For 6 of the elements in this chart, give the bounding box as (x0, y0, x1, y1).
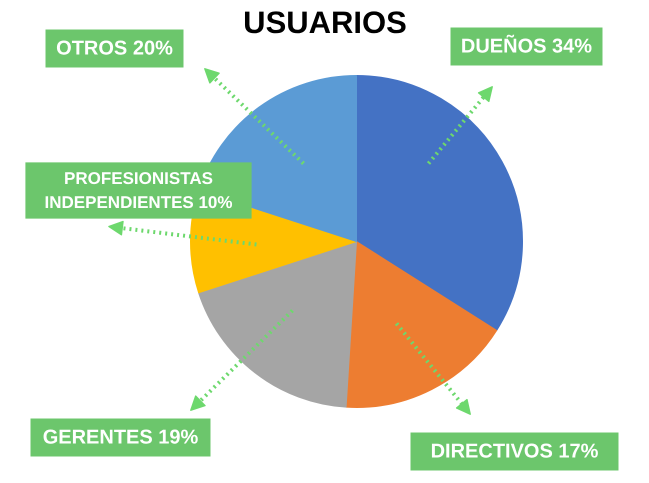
slice-label: GERENTES 19% (42, 426, 199, 448)
chart-title: USUARIOS (243, 5, 407, 40)
slice-label: DIRECTIVOS 17% (430, 440, 599, 462)
slice-label: DUEÑOS 34% (460, 34, 592, 58)
slice-label: PROFESIONISTAS INDEPENDIENTES 10% (44, 169, 232, 212)
slice-label: OTROS 20% (56, 38, 174, 60)
